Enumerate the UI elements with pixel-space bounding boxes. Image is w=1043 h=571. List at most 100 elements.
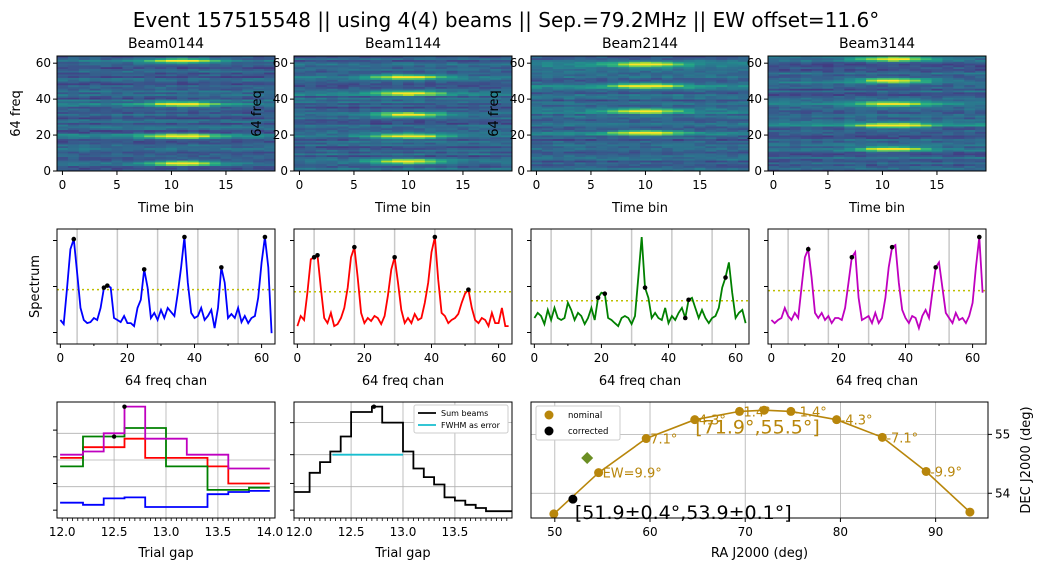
heatmap-cell: [738, 147, 750, 150]
heatmap-cell: [370, 118, 382, 122]
heatmap-cell: [541, 97, 554, 100]
heatmap-cell: [531, 95, 543, 98]
heatmap-cell: [768, 131, 780, 134]
heatmap-cell: [253, 153, 265, 156]
heatmap-cell: [198, 88, 210, 91]
heatmap-cell: [294, 56, 306, 59]
heatmap-cell: [705, 68, 717, 71]
heatmap-cell: [359, 124, 371, 127]
heatmap-cell: [931, 100, 943, 104]
heatmap-cell: [155, 84, 167, 87]
heatmap-cell: [650, 145, 663, 149]
heatmap-cell: [596, 156, 608, 159]
heatmap-cell: [435, 151, 447, 154]
heatmap-cell: [111, 138, 123, 141]
heatmap-cell: [672, 122, 684, 125]
heatmap-cell: [716, 167, 728, 170]
heatmap-cell: [738, 151, 750, 154]
heatmap-cell: [574, 126, 586, 129]
heatmap-cell: [574, 154, 586, 158]
heatmap-cell: [122, 111, 134, 114]
heatmap-cell: [187, 158, 200, 161]
heatmap-cell: [640, 77, 652, 80]
heatmap-cell: [446, 86, 458, 89]
heatmap-cell: [727, 68, 739, 71]
heatmap-cell: [242, 169, 254, 172]
heatmap-cell: [964, 115, 976, 118]
heatmap-cell: [738, 86, 750, 89]
heatmap-cell: [661, 81, 674, 84]
heatmap-cell: [596, 100, 608, 104]
heatmap-cell: [501, 163, 513, 167]
heatmap-cell: [89, 95, 101, 98]
heatmap-cell: [111, 104, 123, 107]
heatmap-cell: [563, 100, 575, 104]
heatmap-cell: [187, 120, 200, 123]
heatmap-cell: [607, 97, 619, 100]
heatmap-cell: [727, 142, 739, 145]
heatmap-cell: [198, 75, 210, 78]
heatmap-cell: [57, 127, 69, 131]
heatmap-cell: [198, 91, 210, 95]
heatmap-cell: [220, 86, 232, 89]
heatmap-cell: [811, 160, 823, 163]
heatmap-cell: [144, 147, 156, 150]
heatmap-cell: [133, 95, 145, 98]
heatmap-cell: [552, 135, 565, 138]
heatmap-cell: [705, 158, 717, 161]
heatmap-cell: [683, 115, 695, 118]
heatmap-cell: [909, 111, 921, 114]
heatmap-cell: [337, 82, 349, 86]
heatmap-cell: [953, 117, 965, 120]
heatmap-cell: [78, 165, 91, 168]
heatmap-cell: [67, 99, 80, 102]
heatmap-cell: [716, 153, 728, 156]
heatmap-cell: [242, 129, 254, 132]
heatmap-cell: [844, 138, 856, 141]
x-tick-label: 0: [296, 178, 304, 192]
heatmap-cell: [155, 75, 167, 78]
heatmap-cell: [855, 144, 867, 147]
heatmap-cell: [381, 64, 393, 68]
heatmap-cell: [413, 100, 426, 104]
heatmap-cell: [650, 153, 663, 156]
heatmap-cell: [122, 122, 134, 125]
heatmap-cell: [166, 109, 178, 113]
heatmap-cell: [822, 169, 834, 172]
heatmap-cell: [326, 99, 338, 102]
heatmap-cell: [67, 135, 80, 138]
heatmap-cell: [403, 135, 415, 138]
heatmap-cell: [640, 156, 652, 159]
heatmap-cell: [501, 91, 513, 95]
heatmap-cell: [768, 108, 780, 111]
heatmap-cell: [264, 149, 276, 152]
heatmap-cell: [176, 156, 189, 159]
heatmap-cell: [789, 151, 802, 154]
heatmap-cell: [866, 95, 878, 98]
heatmap-cell: [975, 111, 987, 114]
heatmap-cell: [661, 72, 674, 75]
heatmap-cell: [683, 81, 695, 84]
heatmap-cell: [563, 124, 575, 127]
heatmap-cell: [435, 97, 447, 100]
heatmap-cell: [413, 122, 426, 125]
heatmap-cell: [78, 126, 91, 129]
heatmap-cell: [727, 66, 739, 69]
heatmap-cell: [479, 93, 491, 96]
heatmap-cell: [727, 70, 739, 73]
heatmap-cell: [953, 97, 965, 100]
heatmap-cell: [887, 84, 900, 87]
heatmap-cell: [877, 169, 889, 172]
heatmap-cell: [531, 149, 543, 152]
heatmap-cell: [479, 154, 491, 158]
heatmap-cell: [596, 138, 608, 141]
heatmap-cell: [144, 97, 156, 100]
heatmap-cell: [424, 61, 437, 64]
heatmap-cell: [57, 97, 69, 100]
heatmap-cell: [348, 75, 360, 78]
heatmap-cell: [57, 56, 69, 59]
heatmap-cell: [457, 97, 469, 100]
heatmap-cell: [694, 127, 706, 131]
heatmap-cell: [531, 102, 543, 105]
heatmap-cell: [89, 136, 101, 140]
